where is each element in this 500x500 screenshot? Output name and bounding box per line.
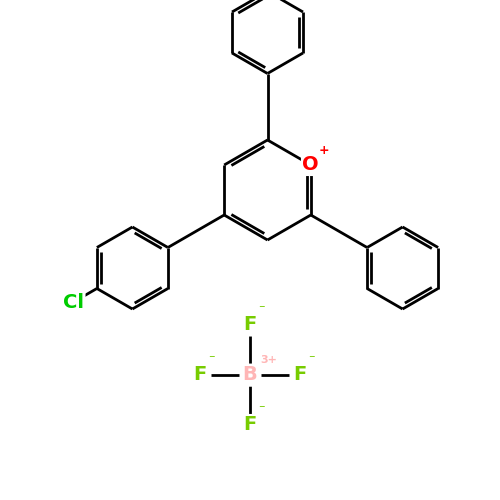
Text: O: O bbox=[302, 156, 319, 174]
Text: ⁻: ⁻ bbox=[308, 354, 315, 366]
Text: F: F bbox=[244, 416, 256, 434]
Text: F: F bbox=[194, 366, 206, 384]
Text: F: F bbox=[244, 316, 256, 334]
Text: B: B bbox=[242, 366, 258, 384]
Text: Cl: Cl bbox=[62, 293, 84, 312]
Text: ⁻: ⁻ bbox=[258, 304, 265, 316]
Text: F: F bbox=[294, 366, 306, 384]
Text: ⁻: ⁻ bbox=[208, 354, 215, 366]
Text: ⁻: ⁻ bbox=[258, 404, 265, 416]
Text: 3+: 3+ bbox=[260, 355, 277, 365]
Text: +: + bbox=[319, 144, 330, 157]
